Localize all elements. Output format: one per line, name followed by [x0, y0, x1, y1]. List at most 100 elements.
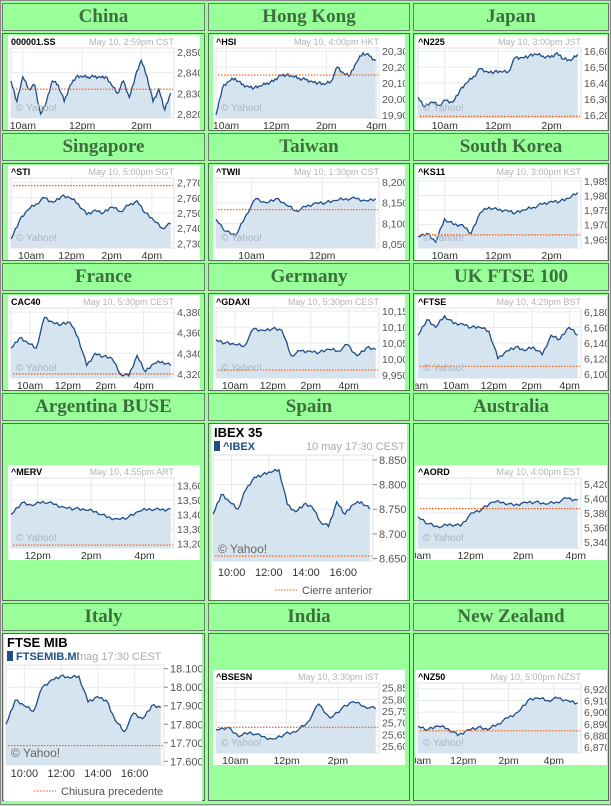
x-tick-label: 8am: [415, 380, 428, 390]
y-tick-label: 25,800: [382, 694, 405, 706]
chart-timestamp: May 10, 3:00pm KST: [496, 167, 581, 177]
chart-timestamp: May 10, 5:30pm CEST: [83, 297, 175, 307]
y-tick-label: 13,500: [177, 495, 200, 507]
x-tick-label: 10am: [18, 250, 45, 260]
x-tick-label: 12pm: [485, 250, 512, 260]
y-tick-label: 1,975: [584, 205, 607, 217]
y-tick-label: 25,850: [382, 683, 405, 695]
x-tick-label: 2pm: [541, 120, 562, 130]
x-tick-label: 12pm: [55, 380, 82, 390]
y-tick-label: 1,970: [584, 220, 607, 232]
chart-widget-spain[interactable]: IBEX 35 ^IBEX 10 may 17:30 CEST 8.850 8.800 8…: [211, 424, 407, 600]
chart-timestamp: 10 may 17:30 CEST: [306, 441, 405, 453]
price-area-fill: [216, 52, 376, 118]
chart-timestamp: mag 17:30 CEST: [77, 651, 162, 663]
y-tick-label: 4,360: [177, 328, 200, 340]
x-tick-label: 14:00: [292, 567, 320, 579]
y-tick-label: 8.700: [379, 529, 407, 541]
x-tick-label: 10am: [432, 250, 459, 260]
y-tick-label: 5,380: [584, 508, 607, 520]
x-tick-label: 2pm: [541, 250, 562, 260]
x-tick-label: 10am: [415, 755, 431, 765]
y-tick-label: 18.000: [170, 682, 202, 694]
market-header-germany: Germany: [208, 263, 410, 291]
price-area-fill: [418, 497, 578, 548]
market-header-india: India: [208, 603, 410, 631]
series-swatch-icon: [214, 441, 220, 451]
x-tick-label: 14:00: [84, 768, 112, 780]
x-tick-label: 4pm: [142, 250, 163, 260]
chart-timestamp: May 10, 2:59pm CST: [89, 37, 175, 47]
x-tick-label: 2pm: [131, 120, 152, 130]
chart-timestamp: May 10, 4:00pm HKT: [294, 37, 380, 47]
x-tick-label: 10:00: [11, 768, 39, 780]
x-tick-label: 2pm: [301, 380, 322, 390]
x-tick-label: 2pm: [522, 380, 543, 390]
yahoo-watermark: © Yahoo!: [221, 103, 262, 114]
price-line: [215, 196, 377, 237]
ticker-symbol: ^KS11: [418, 167, 445, 177]
chart-timestamp: May 10, 1:30pm CST: [294, 167, 380, 177]
y-tick-label: 25,700: [382, 718, 405, 730]
chart-title: FTSE MIB: [7, 635, 68, 650]
y-tick-label: 16,200: [584, 110, 607, 122]
y-tick-label: 8,150: [382, 198, 405, 210]
y-tick-label: 13,200: [177, 539, 200, 551]
x-tick-label: 2pm: [513, 550, 534, 560]
yahoo-watermark: © Yahoo!: [423, 103, 464, 114]
y-tick-label: 17.800: [170, 719, 202, 731]
y-tick-label: 8,100: [382, 218, 405, 230]
y-tick-label: 8.750: [379, 504, 407, 516]
y-tick-label: 16,400: [584, 78, 607, 90]
market-header-argentina-buse: Argentina BUSE: [2, 393, 205, 421]
y-tick-label: 20,200: [382, 62, 405, 74]
chart-timestamp: May 10, 5:30pm CEST: [288, 297, 380, 307]
market-header-new-zealand: New Zealand: [413, 603, 609, 631]
x-tick-label: 10am: [222, 755, 249, 765]
y-tick-label: 4,320: [177, 369, 200, 381]
ticker-symbol: ^FTSE: [418, 297, 446, 307]
y-tick-label: 25,600: [382, 741, 405, 753]
chart-timestamp: May 10, 5:00pm SGT: [88, 167, 174, 177]
y-tick-label: 2,820: [177, 109, 200, 121]
yahoo-watermark: © Yahoo!: [423, 738, 464, 749]
price-line: [10, 58, 172, 116]
chart-widget-italy[interactable]: FTSE MIB FTSEMIB.MI mag 17:30 CEST 18.100 18…: [4, 634, 204, 801]
ticker-symbol: ^AORD: [418, 467, 450, 477]
y-tick-label: 1,965: [584, 234, 607, 246]
yahoo-watermark: © Yahoo!: [221, 233, 262, 244]
market-header-china: China: [2, 3, 205, 31]
x-tick-label: 10:00: [218, 567, 246, 579]
y-tick-label: 17.700: [170, 738, 202, 750]
y-tick-label: 2,840: [177, 68, 200, 80]
yahoo-watermark: © Yahoo!: [423, 363, 464, 374]
ticker-symbol: ^HSI: [216, 37, 236, 47]
x-tick-label: 4pm: [134, 550, 155, 560]
price-line: [10, 194, 171, 240]
y-tick-label: 16,500: [584, 62, 607, 74]
y-tick-label: 6,920: [584, 684, 607, 696]
price-area-fill: [11, 317, 171, 378]
x-tick-label: 12:00: [47, 768, 75, 780]
x-tick-label: 16:00: [329, 567, 357, 579]
